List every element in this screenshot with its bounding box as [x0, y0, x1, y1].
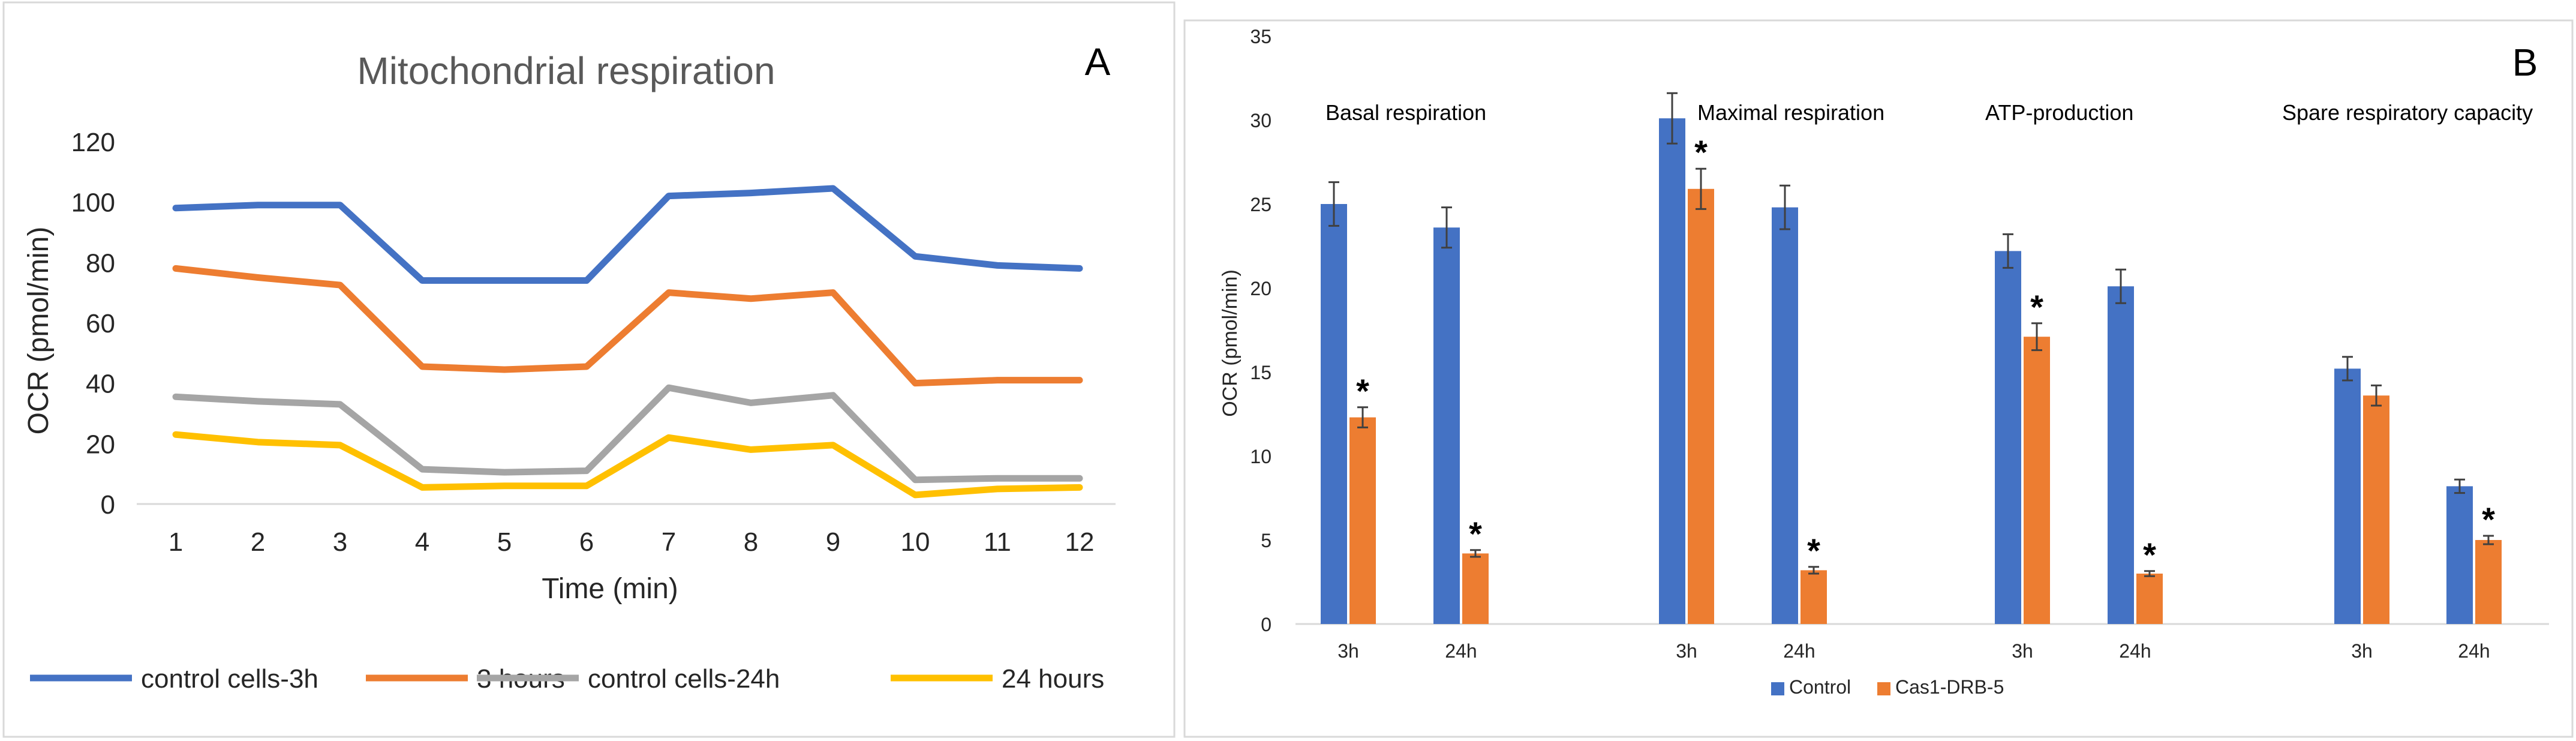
panel-b-legend-entry: Control — [1789, 676, 1851, 698]
panel-b-legend: Control Cas1-DRB-5 — [1771, 676, 2004, 698]
panel-b-x-tick-label: 24h — [2458, 640, 2490, 662]
panel-a-x-tick-label: 2 — [251, 527, 265, 557]
panel-b-bar-control — [1995, 251, 2021, 624]
panel-b-significance-marker: * — [1356, 372, 1369, 410]
panel-b-axis: 0 5 10 15 20 25 30 35 3h 24h 3h 24h 3h 24h 3h 24h — [1250, 26, 2549, 662]
panel-a-legend: control cells-3h3 hourscontrol cells-24h… — [30, 664, 1104, 694]
panel-a-series-line-4 — [172, 431, 1083, 499]
panel-a-label: A — [1085, 40, 1111, 83]
panel-a-x-tick-label: 5 — [497, 527, 512, 557]
panel-a-x-tick-label: 6 — [579, 527, 594, 557]
panel-b-y-tick-label: 25 — [1250, 194, 1272, 215]
panel-b-group-label: Basal respiration — [1325, 100, 1486, 125]
panel-a-y-tick-label: 120 — [71, 128, 115, 157]
panel-b-bar-treated — [1462, 553, 1489, 624]
panel-b-bar-control — [2446, 486, 2473, 624]
panel-b-x-tick-label: 3h — [2012, 640, 2033, 662]
panel-a-x-tick-label: 4 — [415, 527, 429, 557]
panel-a-title: Mitochondrial respiration — [357, 49, 775, 92]
panel-a-legend-entry: 24 hours — [1002, 664, 1104, 694]
panel-b-bar-treated — [1688, 188, 1714, 624]
panel-b-y-tick-label: 5 — [1261, 530, 1272, 551]
panel-a-y-axis-label: OCR (pmol/min) — [23, 227, 55, 435]
panel-a-x-axis-label: Time (min) — [542, 573, 678, 605]
panel-a-y-tick-label: 0 — [101, 490, 115, 520]
panel-b-significance-marker: * — [1807, 532, 1820, 569]
panel-b-bar-treated — [1349, 417, 1376, 624]
panel-a-legend-entry: control cells-24h — [588, 664, 780, 694]
panel-b-label: B — [2512, 41, 2538, 84]
panel-b-x-tick-label: 24h — [2119, 640, 2151, 662]
panel-b-group-label: Maximal respiration — [1697, 100, 1884, 125]
panel-b-y-tick-label: 15 — [1250, 362, 1272, 383]
panel-b-significance-marker: * — [2030, 288, 2043, 326]
panel-a-y-tick-label: 40 — [86, 370, 115, 399]
panel-b-y-axis-label: OCR (pmol/min) — [1219, 269, 1242, 417]
panel-b-significance-marker: * — [1469, 515, 1482, 553]
panel-a-series-line-3 — [172, 384, 1083, 484]
panel-b-bar-control — [1772, 207, 1798, 625]
panel-b-significance-marker: * — [1694, 133, 1708, 171]
panel-a-series-line-2 — [172, 265, 1083, 387]
panel-b-bar-control — [2108, 286, 2134, 624]
panel-b-bar-control — [1433, 227, 1460, 624]
panel-a-x-tick-label: 12 — [1065, 527, 1095, 557]
panel-b-group-label: Spare respiratory capacity — [2282, 100, 2533, 125]
panel-a-x-tick-label: 8 — [744, 527, 758, 557]
panel-b-border — [1183, 19, 2574, 738]
panel-b-x-tick-label: 3h — [1337, 640, 1359, 662]
panel-a-x-tick-label: 9 — [826, 527, 840, 557]
panel-a-x-tick-label: 1 — [169, 527, 183, 557]
panel-a-y-tick-label: 20 — [86, 430, 115, 459]
panel-b-bar-treated — [2475, 540, 2502, 624]
panel-b-x-tick-label: 24h — [1783, 640, 1815, 662]
panel-b-bar-control — [1321, 204, 1347, 624]
panel-b-y-tick-label: 35 — [1250, 26, 1272, 47]
panel-b-bars: * * * * * * * — [1321, 92, 2502, 625]
panel-b-y-tick-label: 0 — [1261, 614, 1272, 635]
panel-b-group-labels: Basal respiration Maximal respiration ATP-… — [1325, 100, 2533, 125]
panel-b-bar-treated — [2024, 337, 2050, 624]
panel-a-x-tick-label: 10 — [901, 527, 930, 557]
panel-b-bar-control — [1659, 118, 1685, 624]
panel-a-line-chart: Mitochondrial respiration A 0 20 40 60 80 100… — [2, 1, 1176, 738]
panel-b-legend-swatch — [1877, 682, 1890, 695]
panel-b-bar-treated — [2136, 574, 2163, 624]
panel-b-x-tick-label: 3h — [2351, 640, 2373, 662]
panel-b-bar-treated — [2363, 395, 2389, 624]
panel-b-group-label: ATP-production — [1985, 100, 2133, 125]
panel-a-y-tick-label: 80 — [86, 248, 115, 278]
panel-a-y-tick-label: 60 — [86, 309, 115, 338]
panel-b-y-tick-label: 30 — [1250, 110, 1272, 131]
panel-b-x-tick-label: 3h — [1676, 640, 1697, 662]
panel-a-x-tick-label: 11 — [984, 527, 1011, 557]
panel-a-series-lines — [172, 185, 1083, 499]
panel-b-y-tick-label: 10 — [1250, 446, 1272, 467]
panel-a-y-tick-label: 100 — [71, 188, 115, 218]
panel-a-series-line-1 — [172, 185, 1083, 284]
panel-b-bar-control — [2334, 368, 2361, 624]
panel-a-x-tick-label: 7 — [662, 527, 676, 557]
panel-b-legend-swatch — [1771, 682, 1784, 695]
panel-b-significance-marker: * — [2482, 500, 2495, 538]
panel-b-x-tick-label: 24h — [1445, 640, 1477, 662]
panel-a-legend-entry: control cells-3h — [141, 664, 318, 694]
panel-b-bar-treated — [1801, 570, 1827, 624]
panel-b-bar-chart: B 0 5 10 15 20 25 30 35 3h 24h 3h 24h 3h 24h 3h 24h Bas… — [1183, 19, 2574, 738]
panel-b-significance-marker: * — [2143, 536, 2156, 574]
panel-b-legend-entry: Cas1-DRB-5 — [1895, 676, 2004, 698]
panel-a-border — [2, 1, 1176, 738]
panel-b-y-tick-label: 20 — [1250, 278, 1272, 299]
panel-a-x-tick-label: 3 — [333, 527, 347, 557]
